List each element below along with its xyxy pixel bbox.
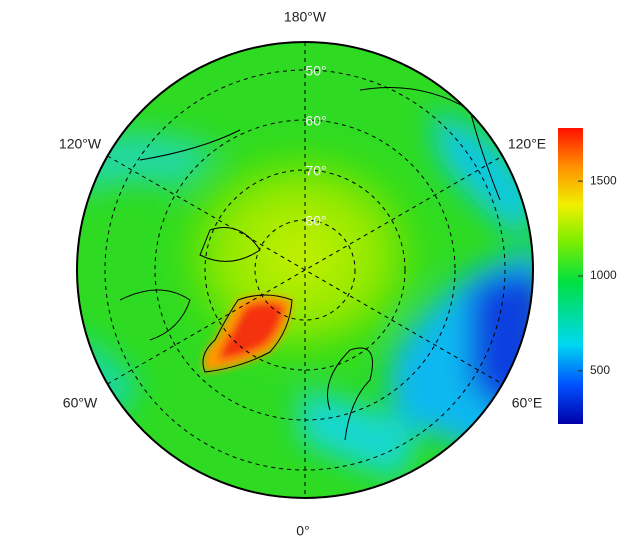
longitude-label: 120°W (59, 136, 102, 152)
longitude-label: 0° (296, 523, 309, 539)
longitude-label: 180°W (284, 9, 327, 25)
latitude-label: 60° (305, 113, 326, 129)
longitude-label: 60°E (512, 395, 543, 411)
longitude-label: 60°W (63, 395, 98, 411)
latitude-label: 50° (305, 63, 326, 79)
colorbar-tick-label: 1500 (590, 173, 617, 187)
latitude-label: 80° (305, 213, 326, 229)
longitude-label: 120°E (508, 136, 546, 152)
graticule (104, 42, 506, 498)
colorbar-tick-label: 1000 (590, 268, 617, 282)
map-field (77, 42, 533, 498)
map-border (76, 41, 534, 499)
latitude-label: 70° (305, 163, 326, 179)
colorbar-tick-label: 500 (590, 363, 610, 377)
